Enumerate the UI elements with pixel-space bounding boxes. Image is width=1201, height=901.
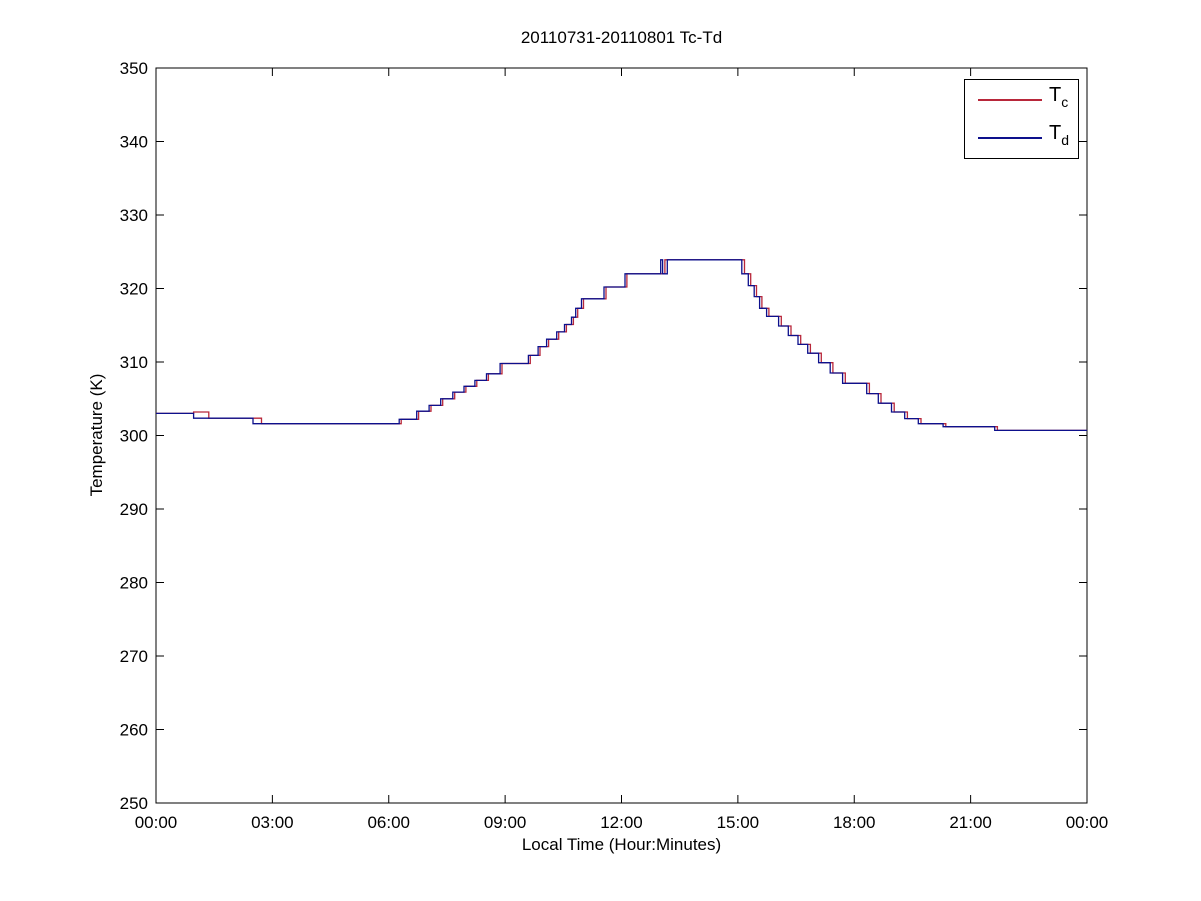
legend: Tc Td [964, 79, 1079, 159]
legend-line-sample-td [978, 137, 1042, 139]
x-tick-label: 03:00 [251, 813, 294, 832]
legend-label-td: Td [1049, 122, 1070, 148]
x-tick-label: 21:00 [949, 813, 992, 832]
y-tick-label: 290 [120, 500, 148, 519]
y-tick-label: 280 [120, 574, 148, 593]
x-tick-label: 15:00 [717, 813, 760, 832]
x-axis-label: Local Time (Hour:Minutes) [521, 835, 722, 854]
y-tick-label: 320 [120, 280, 148, 299]
axis-box [155, 67, 1088, 804]
series-line-td [156, 259, 1087, 432]
x-tick-label: 09:00 [484, 813, 527, 832]
y-tick-label: 350 [120, 59, 148, 78]
y-tick-label: 250 [120, 794, 148, 813]
x-tick-label: 00:00 [1066, 813, 1109, 832]
legend-line-sample-tc [978, 99, 1042, 101]
legend-label-tc: Tc [1049, 84, 1069, 110]
y-tick-label: 300 [120, 427, 148, 446]
y-tick-label: 310 [120, 353, 148, 372]
y-tick-label: 340 [120, 133, 148, 152]
y-tick-label: 260 [120, 721, 148, 740]
y-tick-label: 270 [120, 647, 148, 666]
legend-entry-td: Td [965, 120, 1078, 156]
series-line-tc [156, 259, 1087, 432]
x-tick-label: 12:00 [600, 813, 643, 832]
legend-entry-tc: Tc [965, 82, 1078, 118]
y-tick-label: 330 [120, 206, 148, 225]
x-tick-label: 00:00 [135, 813, 178, 832]
x-tick-label: 06:00 [367, 813, 410, 832]
x-tick-label: 18:00 [833, 813, 876, 832]
chart-title: 20110731-20110801 Tc-Td [520, 28, 723, 47]
